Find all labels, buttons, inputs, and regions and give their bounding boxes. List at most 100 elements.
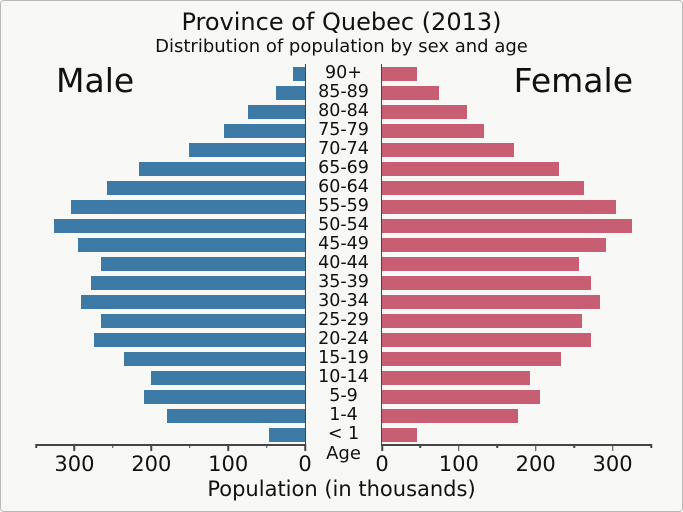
x-tick: [573, 444, 575, 448]
x-tick: [188, 444, 191, 448]
x-tick: [534, 444, 537, 451]
pyramid-row: [382, 311, 651, 330]
age-label: < 1: [327, 424, 360, 444]
x-tick: [73, 444, 76, 451]
x-tick: [150, 444, 153, 451]
female-bar: [382, 351, 562, 366]
pyramid-row: [36, 254, 305, 273]
male-bar: [188, 142, 305, 157]
age-label: 30-34: [318, 291, 369, 311]
pyramid-row: [36, 349, 305, 368]
female-bar: [382, 85, 439, 100]
x-tick-label: 200: [515, 452, 556, 476]
x-tick-label: 0: [298, 452, 312, 476]
pyramid-row: [36, 311, 305, 330]
age-label: 50-54: [318, 215, 369, 235]
pyramid-row: [382, 235, 651, 254]
chart-subtitle: Distribution of population by sex and ag…: [155, 36, 528, 57]
female-bar: [382, 180, 585, 195]
male-bar: [248, 104, 305, 119]
x-tick: [611, 444, 614, 451]
female-bar: [382, 389, 540, 404]
age-label: 65-69: [318, 158, 369, 178]
pyramid-row: [382, 387, 651, 406]
x-tick: [496, 444, 499, 448]
pyramid-row: [36, 140, 305, 159]
pyramid-row: [36, 235, 305, 254]
age-label: 75-79: [318, 120, 369, 140]
age-label: 90+: [325, 63, 362, 83]
female-bar: [382, 313, 582, 328]
male-bars-panel: 0 100 200 300: [35, 64, 312, 476]
female-bar: [382, 408, 519, 423]
age-label: 25-29: [318, 310, 369, 330]
pyramid-row: [382, 121, 651, 140]
age-axis-title: Age: [326, 443, 361, 464]
male-bar: [81, 294, 305, 309]
male-bar: [54, 218, 305, 233]
pyramid-row: [382, 406, 651, 425]
age-label: 80-84: [318, 101, 369, 121]
pyramid-row: [36, 216, 305, 235]
pyramid-row: [36, 64, 305, 83]
x-tick: [112, 444, 114, 448]
pyramid-row: [382, 330, 651, 349]
age-label: 1-4: [329, 405, 358, 425]
x-tick: [304, 444, 306, 451]
male-bar: [101, 256, 305, 271]
male-bar: [139, 161, 305, 176]
x-tick: [265, 444, 268, 448]
male-bar: [124, 351, 305, 366]
pyramid-row: [382, 425, 651, 444]
pyramid-row: [382, 216, 651, 235]
male-bar: [275, 85, 305, 100]
female-bar: [382, 275, 592, 290]
x-axis-title: Population (in thousands): [207, 477, 476, 501]
female-bars-panel: 0 100 200 300: [375, 64, 652, 476]
female-bar: [382, 66, 418, 81]
male-series-label: Male: [56, 61, 135, 100]
x-tick: [227, 444, 229, 451]
female-bar: [382, 294, 601, 309]
pyramid-row: [36, 159, 305, 178]
pyramid-row: [36, 406, 305, 425]
female-bar: [382, 237, 606, 252]
male-bar: [268, 427, 305, 442]
pyramid-row: [36, 121, 305, 140]
female-bar: [382, 332, 592, 347]
pyramid-row: [36, 425, 305, 444]
age-label: 70-74: [318, 139, 369, 159]
male-bar: [100, 313, 305, 328]
age-label: 15-19: [318, 348, 369, 368]
pyramid-row: [382, 254, 651, 273]
male-bar: [292, 66, 305, 81]
male-bar: [151, 370, 305, 385]
male-bar: [93, 332, 305, 347]
female-bar: [382, 123, 485, 138]
pyramid-row: [382, 102, 651, 121]
pyramid-row: [382, 159, 651, 178]
male-bar: [144, 389, 305, 404]
x-tick-label: 300: [54, 452, 95, 476]
x-tick-label: 100: [438, 452, 479, 476]
male-bar: [91, 275, 305, 290]
pyramid-row: [36, 83, 305, 102]
age-label: 40-44: [318, 253, 369, 273]
age-label: 10-14: [318, 367, 369, 387]
x-tick: [458, 444, 460, 451]
chart-title: Province of Quebec (2013): [181, 8, 502, 36]
pyramid-row: [36, 330, 305, 349]
pyramid-row: [36, 368, 305, 387]
age-label: 35-39: [318, 272, 369, 292]
age-label: 85-89: [318, 82, 369, 102]
age-label: 5-9: [329, 386, 358, 406]
pyramid-row: [382, 64, 651, 83]
pyramid-row: [382, 83, 651, 102]
female-bar: [382, 161, 559, 176]
male-bar: [224, 123, 305, 138]
pyramid-row: [36, 178, 305, 197]
age-labels-column: 90+ 85-89 80-84 75-79 70-74 65-69 60-64 55-59 50…: [306, 64, 381, 444]
x-tick-label: 200: [131, 452, 172, 476]
male-bar: [106, 180, 305, 195]
pyramid-row: [36, 102, 305, 121]
